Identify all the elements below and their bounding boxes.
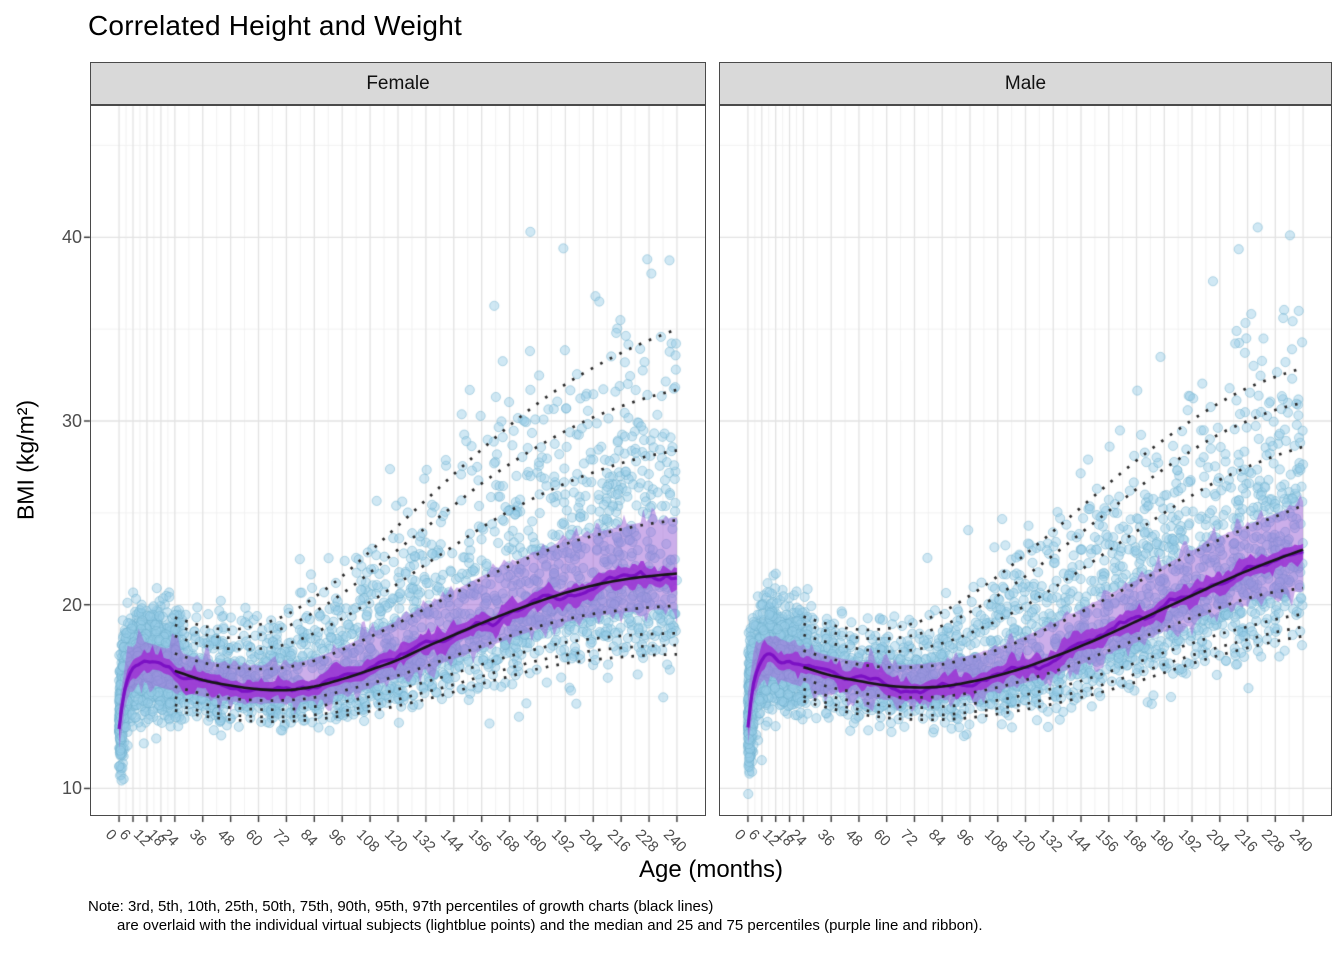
caption-note: Note: 3rd, 5th, 10th, 25th, 50th, 75th, … bbox=[88, 897, 983, 935]
y-tick-label: 10 bbox=[61, 778, 82, 799]
x-axis-title: Age (months) bbox=[638, 856, 784, 883]
y-tick-label: 40 bbox=[61, 227, 82, 248]
y-axis-title: BMI (kg/m²) bbox=[12, 399, 39, 521]
y-tick-label: 30 bbox=[61, 411, 82, 431]
note-line-2: are overlaid with the individual virtual… bbox=[117, 917, 983, 934]
facet-strip-female: Female bbox=[90, 62, 706, 105]
y-tick-label: 20 bbox=[61, 594, 82, 615]
facet-strip-label: Female bbox=[366, 72, 430, 94]
facet-strip-label: Male bbox=[1004, 72, 1047, 94]
note-line-1: Note: 3rd, 5th, 10th, 25th, 50th, 75th, … bbox=[88, 898, 714, 915]
plot-title: Correlated Height and Weight bbox=[88, 10, 462, 41]
facet-strip-male: Male bbox=[719, 62, 1332, 105]
